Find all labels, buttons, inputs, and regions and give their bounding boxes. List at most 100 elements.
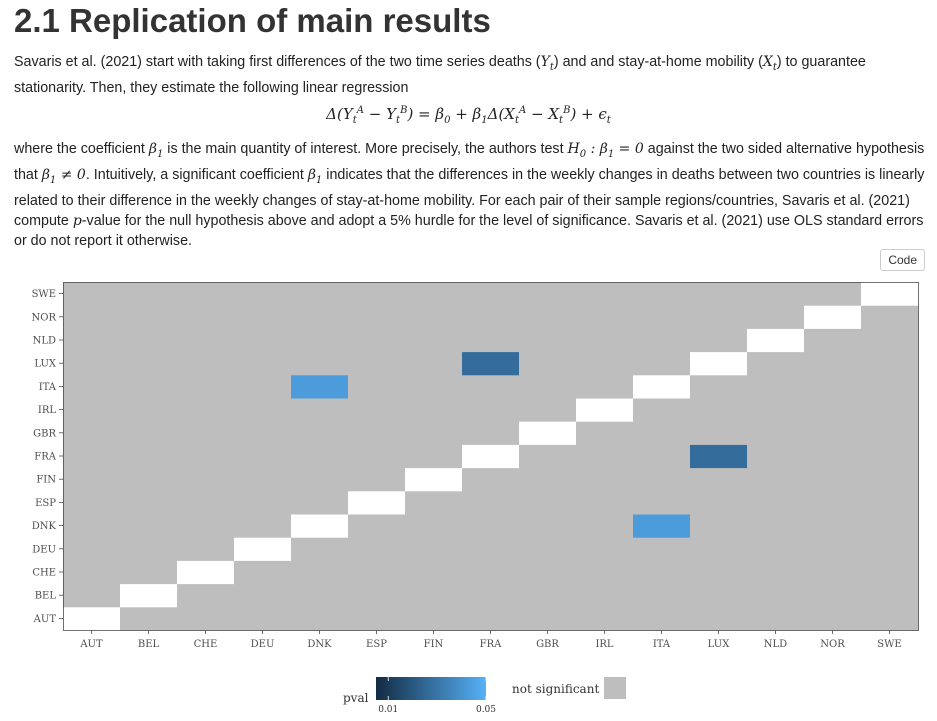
heatmap-cell bbox=[234, 282, 292, 306]
heatmap-cell bbox=[576, 606, 634, 631]
heatmap-cell bbox=[120, 282, 178, 306]
heatmap-cell bbox=[348, 537, 406, 561]
heatmap-cell bbox=[291, 305, 349, 329]
regression-equation: Δ(YtA − YtB) = β0 + β1Δ(XtA − XtB) + ϵt bbox=[326, 105, 611, 126]
code-toggle-button[interactable]: Code bbox=[880, 249, 925, 271]
heatmap-cell bbox=[519, 444, 577, 469]
heatmap-cell bbox=[861, 560, 919, 585]
heatmap-cell bbox=[804, 537, 862, 561]
heatmap-cell bbox=[234, 351, 292, 376]
heatmap-cell bbox=[291, 328, 349, 353]
heatmap-cell-diagonal bbox=[348, 490, 406, 515]
heatmap-cell-diagonal bbox=[576, 398, 634, 422]
heatmap-cell bbox=[519, 467, 577, 492]
heatmap-cell bbox=[120, 514, 178, 538]
heatmap-cell bbox=[63, 282, 121, 306]
heatmap-cell bbox=[348, 560, 406, 585]
heatmap-cell bbox=[804, 514, 862, 538]
heatmap-cell bbox=[348, 421, 406, 445]
y-tick-label: FRA bbox=[34, 452, 56, 463]
para1-text-2: ) and and stay-at-home mobility ( bbox=[553, 54, 763, 70]
y-tick-label: DNK bbox=[32, 521, 57, 532]
heatmap-cell bbox=[690, 606, 748, 631]
heatmap-cell bbox=[120, 560, 178, 585]
heatmap-cell bbox=[747, 374, 805, 399]
heatmap-cell bbox=[747, 537, 805, 561]
heatmap-cell bbox=[120, 351, 178, 376]
heatmap-cell bbox=[291, 467, 349, 492]
heatmap-cell bbox=[405, 490, 463, 515]
heatmap-cell-significant bbox=[462, 351, 520, 376]
heatmap-cell bbox=[177, 351, 235, 376]
heatmap-cell-diagonal bbox=[690, 351, 748, 376]
heatmap-cell bbox=[861, 467, 919, 492]
heatmap-cell bbox=[747, 490, 805, 515]
heatmap-cell bbox=[291, 421, 349, 445]
heatmap-cell bbox=[804, 467, 862, 492]
heatmap-cell bbox=[234, 328, 292, 353]
heatmap-cell bbox=[576, 560, 634, 585]
heatmap-cell bbox=[177, 282, 235, 306]
y-tick-label: CHE bbox=[32, 568, 56, 579]
heatmap-cell bbox=[747, 583, 805, 608]
heatmap-cell-diagonal bbox=[405, 467, 463, 492]
heatmap-cell bbox=[63, 374, 121, 399]
heatmap-cell bbox=[861, 514, 919, 538]
heatmap-cell bbox=[633, 328, 691, 353]
heatmap-cell bbox=[291, 282, 349, 306]
heatmap-cell bbox=[120, 537, 178, 561]
heatmap-cell bbox=[690, 490, 748, 515]
legend-colorbar bbox=[376, 677, 486, 700]
heatmap-cell bbox=[177, 305, 235, 329]
heatmap-cell bbox=[804, 490, 862, 515]
heatmap-cell bbox=[348, 606, 406, 631]
heatmap-cell bbox=[63, 421, 121, 445]
heatmap-cell bbox=[861, 606, 919, 631]
heatmap-cell bbox=[120, 606, 178, 631]
heatmap-cell bbox=[177, 421, 235, 445]
heatmap-cell bbox=[234, 606, 292, 631]
heatmap-cell bbox=[804, 374, 862, 399]
heatmap-cell bbox=[462, 421, 520, 445]
heatmap-cell bbox=[405, 421, 463, 445]
explanation-paragraph: where the coefficient β1 is the main qua… bbox=[14, 141, 925, 249]
math-null-hypothesis: H0 : β1 = 0 bbox=[567, 141, 644, 160]
x-tick-label: NLD bbox=[764, 639, 787, 650]
heatmap-cell bbox=[576, 583, 634, 608]
heatmap-cell bbox=[348, 374, 406, 399]
heatmap-cell bbox=[348, 398, 406, 422]
y-tick-label: NLD bbox=[33, 336, 56, 347]
heatmap-cell bbox=[861, 398, 919, 422]
heatmap-cell bbox=[690, 328, 748, 353]
legend-tick-label: 0.05 bbox=[476, 705, 496, 715]
heatmap-cell bbox=[120, 467, 178, 492]
para1-text-1: Savaris et al. (2021) start with taking … bbox=[14, 54, 541, 70]
heatmap-cell bbox=[519, 328, 577, 353]
math-beta1: β1 bbox=[148, 141, 164, 160]
heatmap-cell bbox=[633, 398, 691, 422]
heatmap-cell bbox=[63, 398, 121, 422]
heatmap-cell bbox=[804, 583, 862, 608]
x-tick-label: IRL bbox=[595, 639, 613, 650]
heatmap-cell bbox=[291, 583, 349, 608]
heatmap-cell bbox=[519, 537, 577, 561]
heatmap-cell bbox=[690, 421, 748, 445]
heatmap-cell-significant bbox=[633, 514, 691, 538]
heatmap-cell bbox=[633, 490, 691, 515]
heatmap-cell bbox=[348, 444, 406, 469]
heatmap-cell bbox=[747, 421, 805, 445]
heatmap-cell bbox=[63, 444, 121, 469]
heatmap-cell bbox=[747, 514, 805, 538]
x-tick-label: ESP bbox=[366, 639, 387, 650]
heatmap-cell-diagonal bbox=[519, 421, 577, 445]
heatmap-cell bbox=[861, 421, 919, 445]
heatmap-cell-diagonal bbox=[234, 537, 292, 561]
intro-paragraph: Savaris et al. (2021) start with taking … bbox=[14, 52, 929, 98]
heatmap-cell-diagonal bbox=[63, 606, 121, 631]
heatmap-cell-significant bbox=[690, 444, 748, 469]
heatmap-cell bbox=[519, 351, 577, 376]
heatmap-cell bbox=[177, 583, 235, 608]
heatmap-cell bbox=[804, 328, 862, 353]
y-tick-label: DEU bbox=[32, 544, 56, 555]
heatmap-cell bbox=[234, 467, 292, 492]
